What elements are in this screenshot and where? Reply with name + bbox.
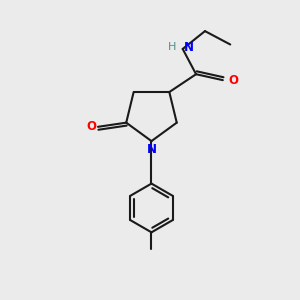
Text: O: O xyxy=(86,120,96,133)
Text: H: H xyxy=(168,43,176,52)
Text: N: N xyxy=(146,142,157,156)
Text: O: O xyxy=(229,74,239,87)
Text: N: N xyxy=(184,41,194,54)
